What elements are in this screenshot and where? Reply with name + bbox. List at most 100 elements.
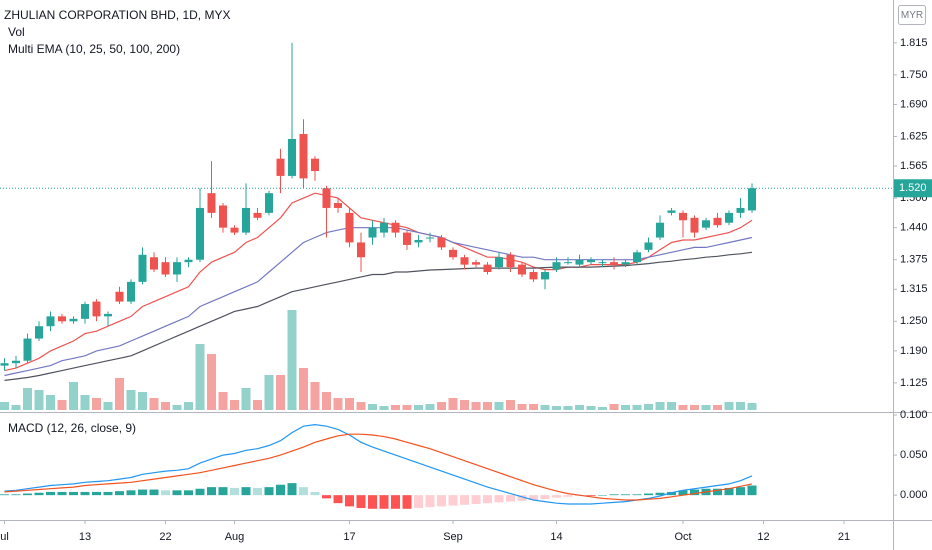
volume-bar: [425, 404, 435, 410]
macd-histogram-bar: [57, 491, 67, 496]
candle-body: [115, 291, 124, 302]
last-price-label: 1.520: [899, 182, 927, 194]
y-tick-label: 1.565: [900, 160, 928, 172]
volume-bar: [241, 388, 251, 410]
ema-legend: Multi EMA (10, 25, 50, 100, 200): [8, 42, 180, 56]
volume-bar: [195, 344, 205, 410]
volume-bar: [414, 405, 423, 410]
macd-histogram-bar: [161, 490, 170, 496]
volume-bar: [529, 404, 538, 410]
candle-body: [518, 264, 526, 275]
candle-body: [173, 262, 181, 275]
volume-bar: [287, 310, 297, 410]
volume-bar: [655, 402, 665, 410]
candle-body: [69, 318, 78, 322]
volume-bar: [448, 398, 458, 410]
candle-body: [483, 264, 492, 273]
candle-body: [58, 316, 66, 322]
y-tick-label: 1.190: [900, 345, 928, 357]
macd-histogram-bar: [310, 491, 320, 496]
volume-bar: [437, 402, 446, 410]
volume-bar: [57, 400, 67, 410]
volume-bar: [460, 400, 469, 410]
volume-bar: [172, 405, 182, 410]
volume-bar: [724, 402, 734, 410]
volume-bar: [368, 404, 377, 410]
candle-body: [242, 207, 250, 233]
candle-body: [587, 259, 595, 263]
candle-body: [575, 259, 584, 265]
macd-line: [4, 423, 753, 505]
volume-bar: [46, 395, 55, 410]
macd-histogram-bar: [218, 487, 228, 496]
volume-bar: [678, 405, 688, 410]
volume-bar: [184, 402, 193, 410]
candle-body: [345, 212, 354, 243]
macd-histogram-bar: [0, 494, 9, 496]
macd-histogram-bar: [126, 490, 136, 496]
macd-histogram-bar: [667, 491, 676, 496]
candle-body: [495, 257, 503, 268]
candle-body: [357, 242, 365, 258]
candle-body: [644, 242, 653, 250]
macd-histogram-bar: [471, 495, 481, 504]
candle-body: [667, 210, 676, 213]
volume-bar: [23, 388, 32, 410]
macd-histogram-bar: [322, 495, 331, 499]
macd-histogram-bar: [402, 495, 412, 509]
macd-histogram-bar: [483, 495, 492, 504]
macd-histogram-bar: [46, 491, 55, 496]
volume-bar: [379, 406, 389, 410]
currency-badge[interactable]: [898, 5, 926, 25]
volume-bar: [690, 405, 699, 410]
macd-histogram-bar: [690, 489, 699, 496]
volume-bar: [264, 375, 274, 410]
macd-histogram-bar: [506, 495, 515, 502]
candle-body: [506, 254, 515, 268]
volume-bar: [149, 398, 159, 410]
macd-histogram-bar: [379, 495, 389, 509]
macd-histogram-bar: [149, 489, 159, 496]
candle-body: [403, 232, 411, 245]
candle-body: [288, 138, 296, 176]
macd-histogram-bar: [724, 487, 734, 496]
candle-body: [725, 212, 733, 223]
x-tick-label: 14: [550, 531, 562, 543]
volume-bar: [253, 400, 262, 410]
candle-body: [138, 254, 147, 282]
candle-body: [679, 212, 687, 221]
macd-histogram-bar: [437, 495, 446, 507]
candle-body: [414, 239, 423, 243]
macd-histogram-bar: [621, 494, 630, 496]
candle-body: [449, 249, 457, 258]
x-tick-label: Sep: [443, 531, 463, 543]
volume-bar: [713, 405, 722, 410]
macd-histogram-bar: [644, 493, 653, 496]
macd-y-tick-label: 0.050: [900, 449, 928, 461]
macd-histogram-bar: [172, 490, 182, 496]
macd-histogram-bar: [609, 494, 619, 496]
volume-bar: [80, 395, 90, 410]
macd-histogram-bar: [299, 487, 308, 496]
candle-body: [391, 222, 400, 233]
candle-body: [552, 262, 561, 270]
volume-bar: [747, 403, 757, 410]
volume-bar: [586, 406, 596, 410]
volume-bar: [644, 404, 653, 410]
candle-body: [150, 257, 158, 270]
y-tick-label: 1.250: [900, 315, 928, 327]
candle-body: [426, 237, 434, 239]
y-tick-label: 1.625: [900, 130, 928, 142]
macd-histogram-bar: [92, 491, 101, 496]
macd-histogram-bar: [747, 485, 757, 496]
volume-bar: [0, 402, 9, 410]
macd-histogram-bar: [80, 491, 90, 496]
volume-bar: [471, 402, 481, 410]
candle-body: [713, 217, 722, 226]
macd-histogram-bar: [540, 495, 550, 500]
volume-bar: [575, 405, 584, 410]
macd-histogram-bar: [678, 490, 688, 496]
macd-histogram-bar: [655, 492, 665, 496]
macd-histogram-bar: [230, 487, 239, 496]
macd-histogram-bar: [195, 488, 205, 496]
